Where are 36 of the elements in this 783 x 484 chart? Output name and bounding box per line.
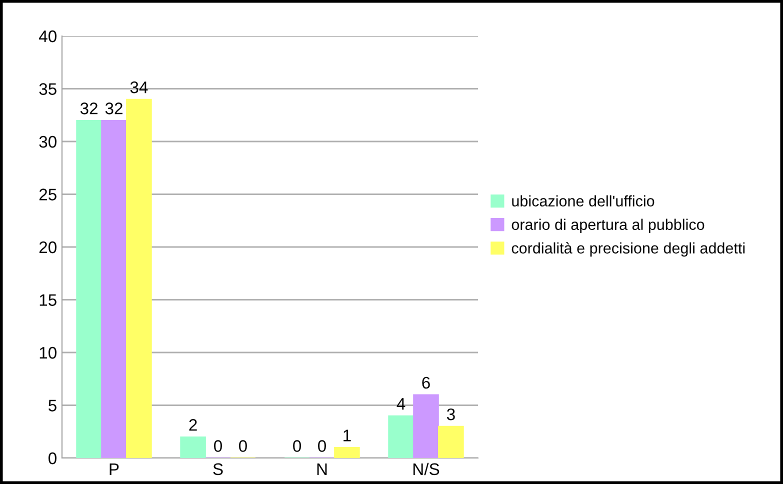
y-tick-label: 20 [39, 241, 56, 254]
bar [76, 120, 102, 458]
data-label: 32 [80, 102, 98, 114]
data-label: 2 [189, 419, 197, 431]
y-tick-label: 15 [40, 294, 56, 306]
x-tick-label: S [213, 463, 223, 476]
y-tick-label: 40 [38, 30, 56, 42]
data-label: 0 [318, 440, 326, 452]
x-tick-label: P [110, 463, 119, 475]
data-label: 4 [396, 398, 406, 410]
x-tick-label: N/S [413, 462, 440, 476]
y-tick-label: 30 [39, 136, 56, 148]
bar [180, 436, 206, 458]
data-label: 6 [422, 376, 430, 389]
x-tick-label: N [317, 463, 327, 475]
legend-label: ubicazione dell'ufficio [512, 195, 654, 207]
data-label: 1 [344, 430, 351, 442]
data-label: 34 [130, 81, 148, 94]
y-tick-label: 35 [39, 83, 56, 95]
y-tick-label: 25 [39, 188, 56, 200]
legend-label: orario di apertura al pubblico [512, 218, 704, 234]
bar [413, 394, 439, 458]
data-label: 0 [238, 440, 247, 452]
bar [334, 447, 360, 458]
data-label: 32 [105, 102, 122, 114]
data-label: 0 [214, 440, 222, 452]
y-tick-label: 5 [48, 400, 56, 412]
y-tick-label: 0 [48, 452, 56, 464]
bar [438, 426, 464, 458]
y-tick-label: 10 [40, 346, 56, 359]
data-label: 3 [446, 408, 455, 420]
data-label: 0 [293, 440, 302, 452]
bar [101, 120, 127, 458]
legend-label: cordialità e precisione degli addetti [512, 242, 745, 257]
bar [126, 98, 152, 458]
bar [388, 415, 414, 458]
